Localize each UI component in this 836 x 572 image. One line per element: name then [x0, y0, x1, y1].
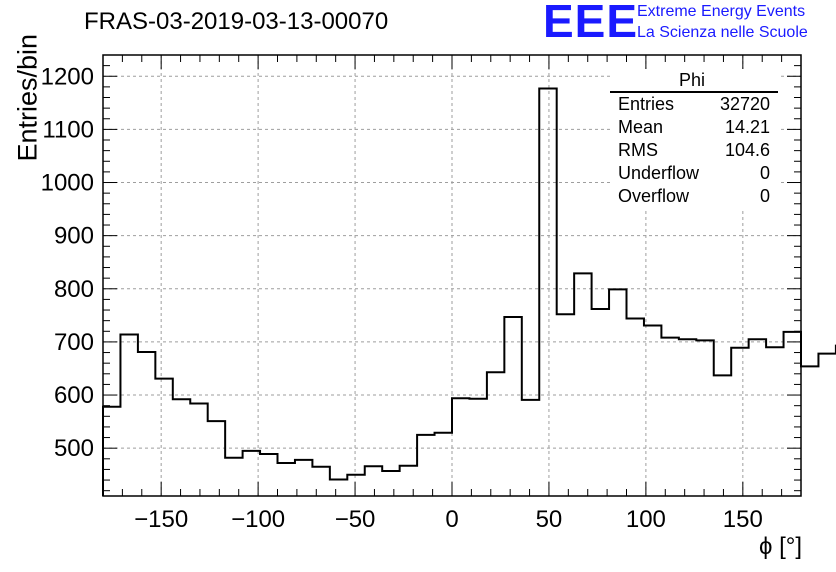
stats-label: Mean [618, 117, 664, 137]
brand-line-1: Extreme Energy Events [637, 3, 806, 20]
x-tick-label: 150 [723, 506, 763, 533]
histogram-bin [766, 347, 783, 496]
eee-logo: EEE [543, 0, 639, 47]
histogram-bin [487, 372, 504, 496]
histogram-bin [295, 460, 312, 496]
histogram-bin [644, 325, 661, 496]
histogram-bin [435, 433, 452, 496]
histogram-bin [120, 334, 137, 496]
histogram-bin [749, 339, 766, 496]
stats-label: RMS [618, 140, 658, 160]
histogram-bin [661, 338, 678, 496]
stats-value: 0 [759, 186, 770, 206]
chart-title: FRAS-03-2019-03-13-00070 [84, 8, 389, 35]
histogram-bin [312, 467, 329, 496]
stats-row: Mean 14.21 [610, 116, 778, 139]
stats-box-name: Phi [610, 69, 778, 93]
x-tick-label: 50 [536, 506, 563, 533]
histogram-bin [784, 332, 801, 496]
stats-value: 14.21 [724, 117, 770, 137]
histogram-bin [190, 404, 207, 496]
stats-row: Entries 32720 [610, 93, 778, 116]
stats-label: Entries [618, 94, 675, 114]
stats-value: 32720 [719, 94, 770, 114]
histogram-bin [696, 340, 713, 496]
histogram-bin [609, 289, 626, 496]
histogram-bin [557, 314, 574, 496]
stats-label: Overflow [618, 186, 690, 206]
histogram-bin [225, 458, 242, 496]
y-tick-label: 700 [54, 329, 94, 356]
histogram-bin [574, 273, 591, 496]
histogram-bin [155, 379, 172, 496]
brand-line-2: La Scienza nelle Scuole [637, 24, 808, 41]
histogram-bin [400, 466, 417, 496]
stats-box: Phi Entries 32720 Mean 14.21 RMS 104.6 U… [610, 69, 778, 208]
stats-row: RMS 104.6 [610, 139, 778, 162]
histogram-bin [243, 451, 260, 496]
stats-row: Overflow 0 [610, 185, 778, 208]
histogram-bin [138, 352, 155, 496]
stats-row: Underflow 0 [610, 162, 778, 185]
histogram-bin [278, 463, 295, 496]
histogram-bin [627, 319, 644, 496]
y-tick-label: 1000 [41, 170, 94, 197]
histogram-bin [469, 399, 486, 496]
histogram-bin [417, 435, 434, 496]
histogram-bin [522, 400, 539, 496]
histogram-bin [539, 88, 556, 496]
histogram-bin [818, 354, 835, 496]
stats-label: Underflow [618, 163, 700, 183]
y-tick-label: 1200 [41, 63, 94, 90]
x-tick-label: −100 [231, 506, 285, 533]
x-tick-label: 0 [445, 506, 458, 533]
histogram-bin [382, 471, 399, 496]
histogram-bin [801, 366, 818, 496]
y-tick-label: 800 [54, 276, 94, 303]
histogram-bin [173, 399, 190, 496]
x-axis-label: ϕ [°] [758, 533, 802, 560]
histogram-bin [714, 375, 731, 496]
histogram-bin [347, 475, 364, 496]
y-tick-label: 1100 [42, 116, 94, 143]
y-axis-label: Entries/bin [12, 33, 43, 162]
histogram-bin [679, 339, 696, 496]
y-tick-label: 900 [54, 223, 94, 250]
histogram-bin [103, 407, 120, 496]
y-tick-label: 600 [54, 382, 94, 409]
histogram-bin [330, 480, 347, 496]
histogram-bin [731, 348, 748, 496]
y-tick-label: 500 [54, 435, 94, 462]
histogram-bin [260, 454, 277, 496]
x-tick-label: −50 [335, 506, 376, 533]
x-tick-label: −150 [134, 506, 188, 533]
x-tick-label: 100 [626, 506, 666, 533]
stats-value: 0 [759, 163, 770, 183]
histogram-bin [208, 421, 225, 496]
histogram-bin [592, 309, 609, 496]
stats-value: 104.6 [724, 140, 770, 160]
histogram-bin [365, 466, 382, 496]
histogram-bin [504, 317, 521, 496]
histogram-bin [452, 398, 469, 496]
